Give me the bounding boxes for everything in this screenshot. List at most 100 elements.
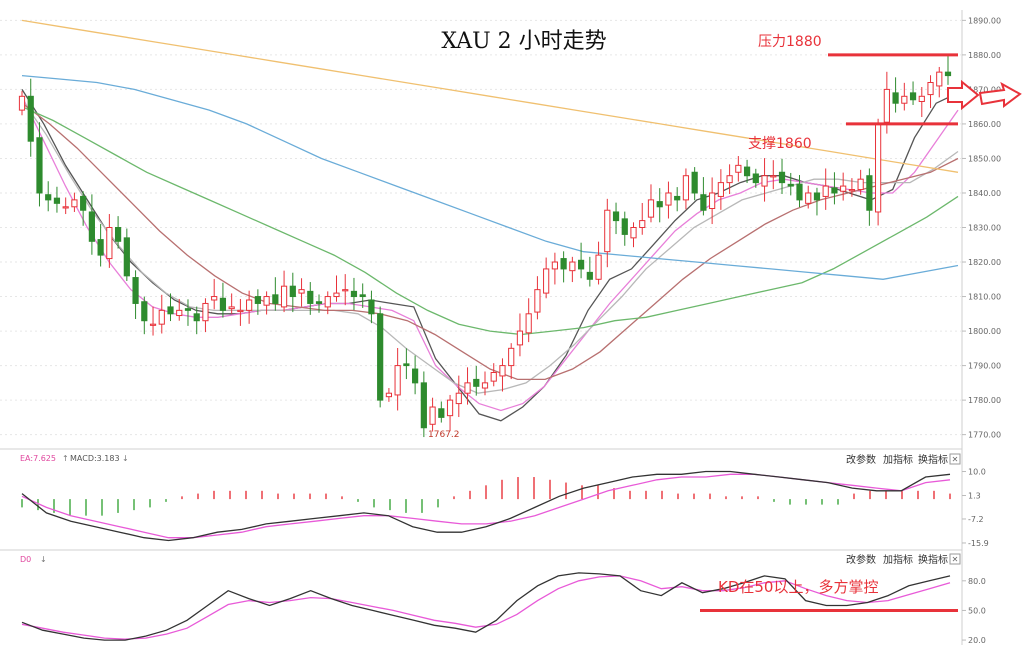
- candle-body: [132, 277, 139, 304]
- support-label: 支撑1860: [748, 136, 812, 152]
- candle-body: [36, 137, 43, 194]
- candle-body: [464, 382, 471, 394]
- candle-body: [901, 95, 908, 104]
- candle-body: [184, 308, 192, 311]
- kd-control-switch[interactable]: 换指标: [918, 553, 948, 566]
- candle-body: [665, 192, 672, 206]
- moving-average-line: [21, 106, 959, 336]
- candle-body: [805, 192, 812, 204]
- candle-body: [438, 408, 445, 418]
- candle-body: [577, 259, 585, 270]
- candle-body: [106, 227, 113, 260]
- candle-body: [246, 299, 253, 311]
- macd-control-add[interactable]: 加指标: [883, 453, 913, 466]
- candle-body: [612, 211, 620, 222]
- candle-body: [377, 313, 384, 401]
- candle-body: [796, 183, 803, 201]
- candle-body: [735, 164, 742, 173]
- kd-k-line: [21, 572, 951, 641]
- price-tick-label: 1800.00: [968, 327, 1001, 336]
- price-tick-label: 1890.00: [968, 16, 1001, 25]
- price-tick-label: 1880.00: [968, 51, 1001, 60]
- kd-close-button[interactable]: [949, 553, 961, 565]
- candle-body: [455, 392, 462, 405]
- price-tick-label: 1860.00: [968, 120, 1001, 129]
- kd-legend-down-icon: ↓: [40, 555, 47, 564]
- macd-close-button[interactable]: [949, 453, 961, 465]
- macd-dif-line: [21, 470, 951, 542]
- candle-body: [420, 382, 427, 429]
- candle-body: [787, 183, 794, 187]
- candle-body: [385, 392, 393, 398]
- moving-average-line: [21, 102, 959, 381]
- price-tick-label: 1850.00: [968, 154, 1001, 163]
- kd-tick-label: 50.0: [968, 606, 986, 615]
- candle-body: [848, 189, 856, 192]
- price-tick-label: 1830.00: [968, 224, 1001, 233]
- kd-close-icon: ✕: [952, 555, 959, 564]
- candle-body: [586, 271, 593, 280]
- macd-control-switch[interactable]: 换指标: [918, 453, 948, 466]
- candle-body: [333, 292, 340, 298]
- candle-body: [647, 199, 655, 218]
- candle-body: [761, 175, 768, 187]
- candle-body: [80, 195, 87, 211]
- candle-body: [682, 175, 690, 201]
- moving-average-line: [21, 74, 959, 280]
- candle-body: [114, 227, 122, 242]
- kd-tick-label: 80.0: [968, 577, 986, 586]
- candle-body: [394, 365, 401, 396]
- candle-body: [831, 187, 838, 194]
- candle-body: [289, 285, 296, 298]
- moving-average-line: [21, 99, 959, 394]
- price-tick-label: 1810.00: [968, 293, 1001, 302]
- candle-body: [298, 289, 305, 294]
- kd-control-params[interactable]: 改参数: [846, 553, 876, 566]
- candle-body: [481, 382, 489, 389]
- candle-body: [446, 399, 454, 417]
- candle-body: [193, 313, 200, 322]
- candle-body: [350, 290, 358, 298]
- candle-body: [569, 261, 576, 272]
- candle-body: [534, 289, 541, 313]
- candle-body: [403, 363, 410, 367]
- candle-body: [691, 171, 698, 194]
- candle-body: [97, 239, 104, 256]
- candle-body: [752, 173, 759, 184]
- candle-body: [237, 309, 244, 313]
- candle-body: [272, 294, 279, 304]
- candle-body: [53, 197, 61, 204]
- price-tick-label: 1820.00: [968, 258, 1001, 267]
- candle-body: [499, 365, 506, 377]
- candle-body: [525, 313, 532, 334]
- candle-body: [717, 182, 724, 197]
- candle-body: [944, 71, 952, 77]
- macd-control-params[interactable]: 改参数: [846, 453, 876, 466]
- candle-body: [473, 378, 480, 387]
- candle-body: [726, 175, 733, 184]
- candle-body: [149, 323, 157, 326]
- kd-annotation: KD在50以上，多方掌控: [718, 578, 878, 596]
- candle-body: [857, 178, 864, 191]
- kd-control-add[interactable]: 加指标: [883, 553, 913, 566]
- candlestick-series: [18, 54, 952, 438]
- kd-legend: D0: [20, 555, 31, 564]
- candle-body: [595, 254, 602, 280]
- candle-body: [866, 175, 873, 211]
- candle-body: [936, 71, 943, 87]
- candle-body: [927, 82, 934, 96]
- macd-close-icon: ✕: [952, 455, 959, 464]
- candle-body: [822, 185, 829, 197]
- arrow-right-icon: [947, 79, 980, 111]
- candle-body: [875, 123, 882, 213]
- candle-body: [674, 195, 681, 201]
- candle-body: [630, 227, 637, 239]
- candle-body: [88, 211, 95, 242]
- candle-body: [211, 296, 218, 301]
- price-tick-label: 1770.00: [968, 431, 1001, 440]
- candle-body: [516, 330, 524, 346]
- candle-body: [551, 261, 558, 270]
- macd-tick-label: -7.2: [968, 515, 984, 524]
- kd-tick-label: 20.0: [968, 636, 986, 645]
- candle-body: [778, 171, 786, 184]
